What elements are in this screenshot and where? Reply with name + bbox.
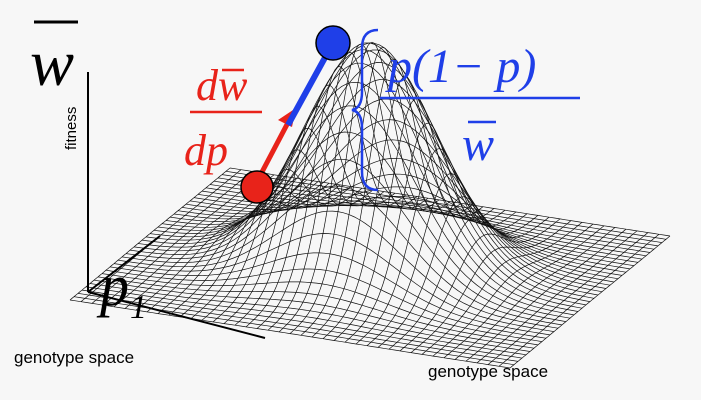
mesh-line <box>333 98 495 341</box>
mesh-line <box>454 227 616 360</box>
mesh-line <box>89 283 531 352</box>
mesh-line <box>105 268 547 339</box>
mesh-line <box>487 232 649 365</box>
mesh-line <box>410 220 572 353</box>
mesh-line <box>388 216 550 350</box>
genotype-symbol: p <box>96 253 129 318</box>
mesh-line <box>311 58 473 338</box>
mesh-line <box>69 299 511 369</box>
end-point <box>315 25 351 61</box>
mesh-line <box>399 218 561 352</box>
mesh-line <box>133 105 575 316</box>
mesh-line <box>81 289 523 359</box>
mesh-line <box>498 234 660 367</box>
mesh-line <box>344 122 506 343</box>
mesh-line <box>509 235 671 369</box>
mesh-line <box>97 276 539 346</box>
mesh-line <box>77 293 519 362</box>
fitness-axis-label: fitness <box>63 107 80 150</box>
mesh-line <box>300 47 462 336</box>
mesh-line <box>113 233 555 332</box>
mesh-line <box>355 148 517 345</box>
genotype-label: genotype space <box>14 348 134 367</box>
mesh-line <box>137 81 579 312</box>
mesh-line <box>322 76 484 339</box>
axes <box>87 72 266 339</box>
mesh-line <box>377 196 539 348</box>
mesh-line <box>129 131 571 319</box>
mesh-line <box>421 222 583 355</box>
mesh-line <box>121 185 563 326</box>
front-axis <box>87 291 266 339</box>
mesh-line <box>117 210 559 329</box>
fitness-symbol: w <box>30 27 74 100</box>
mesh-line <box>93 279 535 349</box>
side-axis <box>87 235 161 293</box>
genotype-label: genotype space <box>428 362 548 381</box>
start-point <box>240 170 274 204</box>
mesh-line <box>85 286 527 356</box>
mesh-line <box>366 173 528 346</box>
mesh-line <box>443 225 605 359</box>
brace <box>351 28 379 192</box>
genotype-subscript: 1 <box>130 289 147 326</box>
mesh-line <box>109 252 551 336</box>
mesh-line <box>476 230 638 364</box>
mesh-line <box>125 158 567 322</box>
variance-numerator: p(1− p) <box>385 40 536 93</box>
mesh-line <box>465 228 627 362</box>
variance-denominator: w <box>462 118 494 171</box>
mesh-line <box>289 41 451 334</box>
gradient-denominator: dp <box>184 126 228 175</box>
mesh-line <box>432 223 594 357</box>
mesh-line <box>101 273 543 342</box>
mesh-line <box>145 49 587 306</box>
gradient-numerator: dw <box>196 61 248 110</box>
